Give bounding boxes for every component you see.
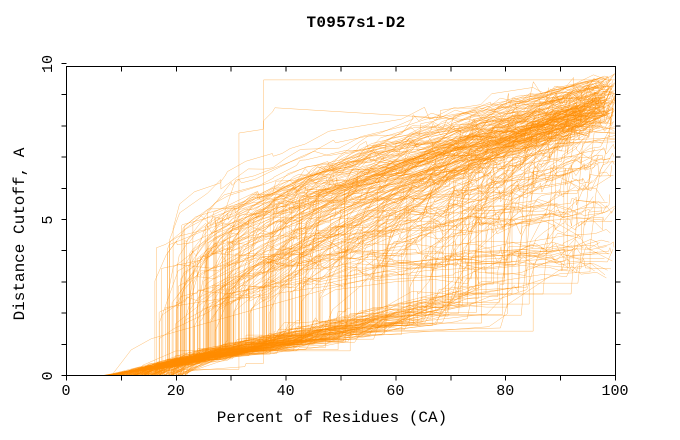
svg-text:40: 40: [277, 383, 295, 400]
svg-text:0: 0: [40, 371, 57, 380]
svg-text:100: 100: [601, 383, 628, 400]
svg-text:80: 80: [496, 383, 514, 400]
svg-text:0: 0: [61, 383, 70, 400]
svg-text:10: 10: [40, 55, 57, 73]
svg-text:60: 60: [386, 383, 404, 400]
svg-text:20: 20: [167, 383, 185, 400]
svg-text:5: 5: [40, 215, 57, 224]
